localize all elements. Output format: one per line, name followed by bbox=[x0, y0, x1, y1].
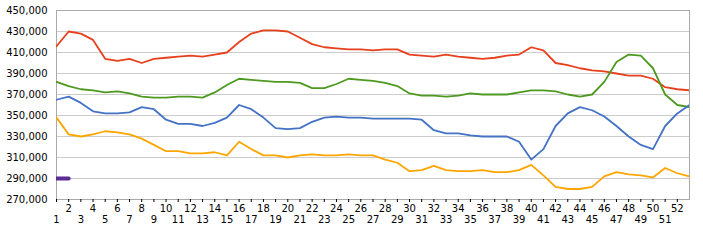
svg-text:18: 18 bbox=[257, 203, 270, 214]
svg-text:24: 24 bbox=[330, 203, 343, 214]
svg-text:40: 40 bbox=[525, 203, 538, 214]
svg-text:52: 52 bbox=[671, 203, 684, 214]
svg-text:45: 45 bbox=[586, 214, 599, 225]
svg-text:7: 7 bbox=[126, 214, 132, 225]
svg-text:36: 36 bbox=[476, 203, 489, 214]
svg-text:6: 6 bbox=[114, 203, 120, 214]
svg-text:28: 28 bbox=[379, 203, 392, 214]
svg-text:19: 19 bbox=[269, 214, 282, 225]
svg-text:430,000: 430,000 bbox=[6, 26, 47, 37]
svg-text:20: 20 bbox=[281, 203, 294, 214]
svg-text:14: 14 bbox=[208, 203, 221, 214]
svg-text:8: 8 bbox=[139, 203, 145, 214]
svg-text:12: 12 bbox=[184, 203, 197, 214]
svg-text:27: 27 bbox=[367, 214, 380, 225]
svg-text:48: 48 bbox=[622, 203, 635, 214]
svg-text:30: 30 bbox=[403, 203, 416, 214]
svg-text:15: 15 bbox=[221, 214, 234, 225]
svg-text:46: 46 bbox=[598, 203, 611, 214]
svg-text:9: 9 bbox=[151, 214, 157, 225]
svg-text:5: 5 bbox=[102, 214, 108, 225]
svg-text:21: 21 bbox=[294, 214, 307, 225]
svg-text:26: 26 bbox=[354, 203, 367, 214]
svg-text:29: 29 bbox=[391, 214, 404, 225]
svg-text:10: 10 bbox=[160, 203, 173, 214]
svg-text:290,000: 290,000 bbox=[6, 173, 47, 184]
svg-text:25: 25 bbox=[342, 214, 355, 225]
svg-text:32: 32 bbox=[427, 203, 440, 214]
svg-text:51: 51 bbox=[659, 214, 672, 225]
svg-text:38: 38 bbox=[501, 203, 514, 214]
svg-text:44: 44 bbox=[574, 203, 587, 214]
svg-text:17: 17 bbox=[245, 214, 258, 225]
svg-text:330,000: 330,000 bbox=[6, 131, 47, 142]
svg-text:43: 43 bbox=[561, 214, 574, 225]
svg-text:13: 13 bbox=[196, 214, 209, 225]
svg-text:39: 39 bbox=[513, 214, 526, 225]
svg-text:42: 42 bbox=[549, 203, 562, 214]
svg-text:41: 41 bbox=[537, 214, 550, 225]
svg-text:4: 4 bbox=[90, 203, 96, 214]
svg-text:37: 37 bbox=[488, 214, 501, 225]
svg-text:410,000: 410,000 bbox=[6, 47, 47, 58]
svg-text:370,000: 370,000 bbox=[6, 89, 47, 100]
svg-text:1: 1 bbox=[53, 214, 59, 225]
svg-text:22: 22 bbox=[306, 203, 319, 214]
svg-text:310,000: 310,000 bbox=[6, 152, 47, 163]
svg-text:47: 47 bbox=[610, 214, 623, 225]
svg-text:450,000: 450,000 bbox=[6, 5, 47, 16]
svg-text:50: 50 bbox=[647, 203, 660, 214]
svg-text:270,000: 270,000 bbox=[6, 194, 47, 205]
svg-text:35: 35 bbox=[464, 214, 477, 225]
svg-text:33: 33 bbox=[440, 214, 453, 225]
svg-text:16: 16 bbox=[233, 203, 246, 214]
svg-text:2: 2 bbox=[65, 203, 71, 214]
svg-text:3: 3 bbox=[78, 214, 84, 225]
svg-text:350,000: 350,000 bbox=[6, 110, 47, 121]
svg-text:34: 34 bbox=[452, 203, 465, 214]
svg-text:11: 11 bbox=[172, 214, 185, 225]
svg-text:23: 23 bbox=[318, 214, 331, 225]
svg-text:390,000: 390,000 bbox=[6, 68, 47, 79]
svg-text:31: 31 bbox=[415, 214, 428, 225]
svg-text:49: 49 bbox=[634, 214, 647, 225]
